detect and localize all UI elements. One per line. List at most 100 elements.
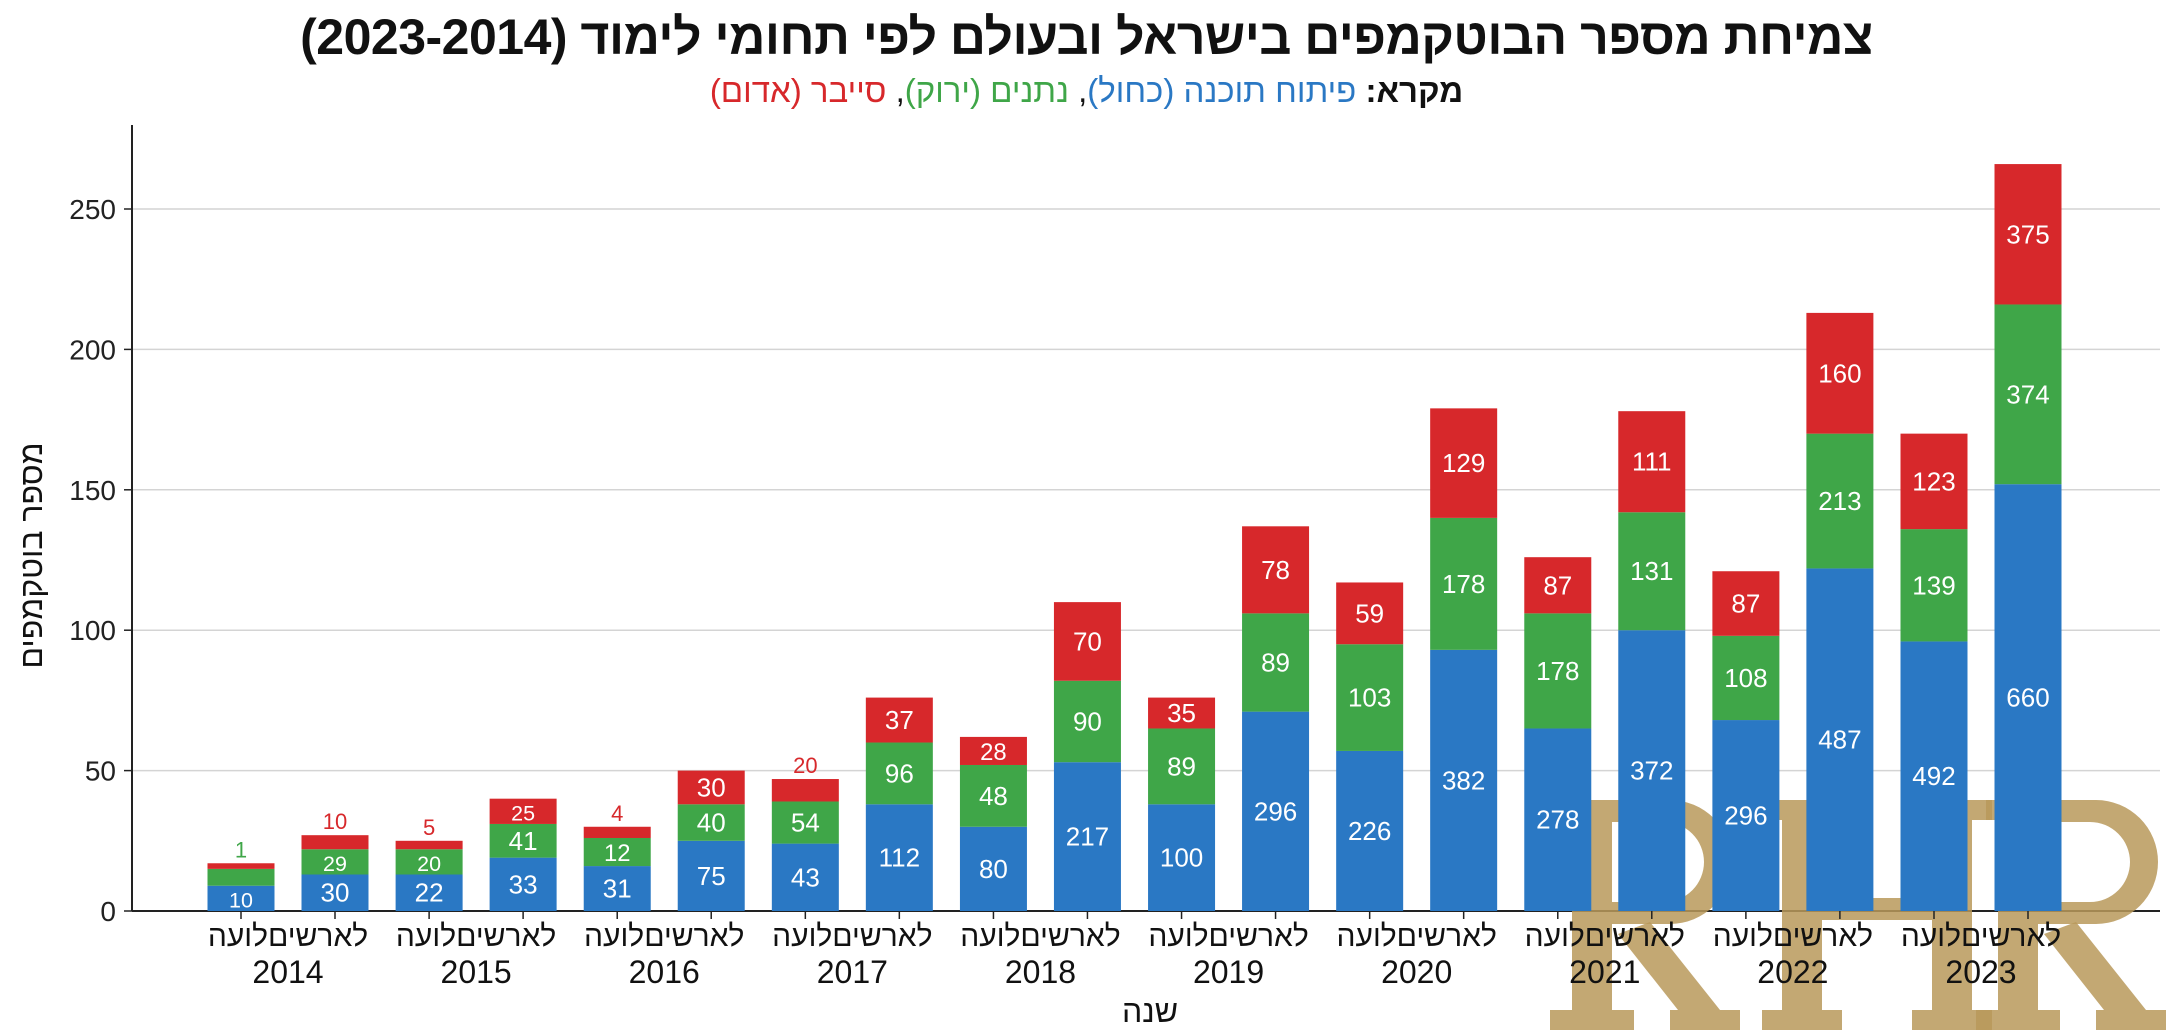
bar-segment <box>1712 571 1780 636</box>
bar-segment <box>959 764 1027 827</box>
data-label: 37 <box>885 705 914 735</box>
data-label: 131 <box>1630 556 1673 586</box>
bar-segment <box>771 843 839 911</box>
bar-segment <box>1900 529 1968 642</box>
x-tick-label: 2017 <box>817 954 888 990</box>
data-label: 123 <box>1912 466 1955 496</box>
y-tick-label: 150 <box>69 475 116 506</box>
bar-labels: העולםישראל <box>396 920 556 953</box>
data-label: 296 <box>1724 801 1767 831</box>
chart-title: צמיחת מספר הבוטקמפים בישראל ובעולם לפי ת… <box>300 9 1873 65</box>
legend: מקרא: פיתוח תוכנה (כחול), נתנים (ירוק), … <box>0 72 2173 110</box>
legend-entry: נתנים (ירוק) <box>904 72 1079 109</box>
bar-labels: העולםישראל <box>1336 920 1496 953</box>
data-label: 4 <box>611 801 623 826</box>
legend-entry: פיתוח תוכנה (כחול) <box>1087 72 1357 109</box>
bar-segment <box>489 823 557 858</box>
data-label: 31 <box>603 874 632 904</box>
data-label: 217 <box>1066 822 1109 852</box>
watermark-letter-r-leg <box>1618 922 1740 1030</box>
bar-segment <box>583 866 651 911</box>
bar-segment <box>1806 568 1874 911</box>
bar-segment <box>1900 641 1968 911</box>
bar-segment <box>1618 411 1686 513</box>
data-label: 660 <box>2006 683 2049 713</box>
bar-segment <box>1242 613 1310 712</box>
bar-segment <box>959 826 1027 911</box>
data-label: 80 <box>979 854 1008 884</box>
bar-segment <box>1430 408 1498 518</box>
bar-segment <box>489 857 557 911</box>
data-label: 10 <box>323 809 347 834</box>
data-label: 375 <box>2006 219 2049 249</box>
x-tick-label: 2018 <box>1005 954 1076 990</box>
bar-segment <box>583 826 651 838</box>
bar-segment <box>1994 304 2062 485</box>
data-label: 5 <box>423 815 435 840</box>
legend-separator: , <box>895 72 905 109</box>
data-label: 43 <box>791 862 820 892</box>
data-label: 87 <box>1731 589 1760 619</box>
data-label: 29 <box>323 852 347 876</box>
data-label: 487 <box>1818 725 1861 755</box>
bar-segment <box>1430 517 1498 650</box>
x-tick-label: 2022 <box>1757 954 1828 990</box>
bar-labels: העולםישראל <box>584 920 744 953</box>
bar-segment <box>301 835 369 850</box>
bar-segment <box>959 736 1027 765</box>
data-label: 374 <box>2006 379 2049 409</box>
data-label: 78 <box>1261 555 1290 585</box>
bar-segment <box>395 849 463 875</box>
data-label: 20 <box>417 852 441 876</box>
bar-segment <box>1242 711 1310 911</box>
bar-segment <box>1806 433 1874 569</box>
data-label: 28 <box>980 739 1007 766</box>
watermark-letter-r <box>1550 800 1732 1030</box>
data-label: 372 <box>1630 756 1673 786</box>
bar-segment <box>677 770 745 805</box>
bar-segment <box>1242 526 1310 614</box>
data-label: 89 <box>1167 751 1196 781</box>
data-label: 178 <box>1536 656 1579 686</box>
x-tick-label: 2020 <box>1381 954 1452 990</box>
bar-segment <box>1618 512 1686 631</box>
bar-labels: העולםישראל <box>960 920 1120 953</box>
data-label: 22 <box>415 878 444 908</box>
data-label: 278 <box>1536 805 1579 835</box>
data-label: 25 <box>511 801 535 825</box>
bar-labels: העולםישראל <box>1525 920 1685 953</box>
x-tick-label: 2021 <box>1569 954 1640 990</box>
bar-segment <box>1712 635 1780 721</box>
bar-segment <box>207 868 275 886</box>
data-label: 112 <box>879 843 920 873</box>
bar-segment <box>1148 804 1216 911</box>
data-label: 213 <box>1818 486 1861 516</box>
bar-segment <box>1336 644 1404 751</box>
bar-segment <box>865 804 933 911</box>
data-label: 1 <box>235 837 247 862</box>
data-label: 59 <box>1355 598 1384 628</box>
bar-segment <box>1994 164 2062 305</box>
data-label: 160 <box>1818 358 1861 388</box>
data-label: 382 <box>1442 765 1485 795</box>
bar-segment <box>1806 312 1874 434</box>
bar-segment <box>301 849 369 875</box>
bar-segment <box>865 742 933 805</box>
data-label: 35 <box>1167 698 1196 728</box>
bar-labels: העולםישראל <box>772 920 932 953</box>
bar-segment <box>395 874 463 911</box>
data-label: 296 <box>1254 796 1297 826</box>
bar-segment <box>1053 680 1121 763</box>
bar-segment <box>1053 602 1121 681</box>
data-label: 100 <box>1160 843 1203 873</box>
bar-segment <box>677 840 745 911</box>
bar-segment <box>1712 720 1780 911</box>
bar-segment <box>489 798 557 824</box>
data-label: 33 <box>509 869 538 899</box>
data-label: 178 <box>1442 569 1485 599</box>
x-tick-label: 2015 <box>441 954 512 990</box>
bar-segment <box>1524 728 1592 911</box>
bar-segment <box>1618 630 1686 911</box>
data-label: 75 <box>697 861 726 891</box>
data-label: 10 <box>229 888 253 912</box>
